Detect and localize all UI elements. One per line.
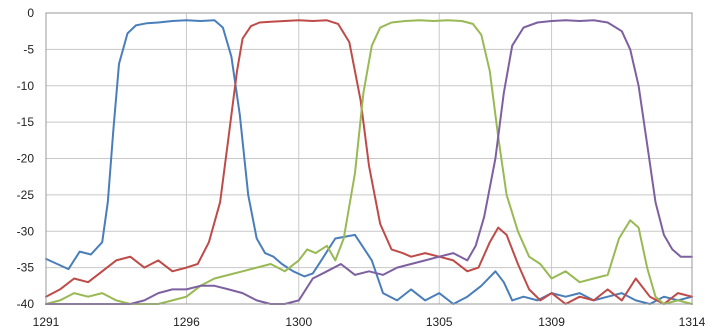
series-line-4 [45,19,693,305]
y-tick-labels: 0 -5 -10 -15 -20 -25 -30 -35 -40 [17,6,35,311]
y-tick-label: -20 [17,152,35,166]
x-tick-labels: 1291 1296 1300 1305 1309 1314 [33,315,706,329]
y-tick-label: -30 [17,224,35,238]
y-tick-label: -10 [17,79,35,93]
y-tick-label: -15 [17,115,35,129]
y-tick-label: 0 [27,6,34,20]
series-line-2 [45,19,693,305]
series-line-3 [45,19,693,305]
y-tick-label: -25 [17,188,35,202]
y-tick-label: -5 [23,42,34,56]
y-tick-label: -35 [17,261,35,275]
x-tick-label: 1300 [285,315,312,329]
y-tick-label: -40 [17,297,35,311]
x-tick-label: 1309 [538,315,565,329]
plot-frame [45,12,693,305]
x-tick-label: 1291 [33,315,60,329]
x-tick-label: 1314 [679,315,706,329]
series-line-1 [45,19,693,305]
series-lines [45,19,693,305]
x-tick-label: 1296 [173,315,200,329]
x-tick-label: 1305 [426,315,453,329]
